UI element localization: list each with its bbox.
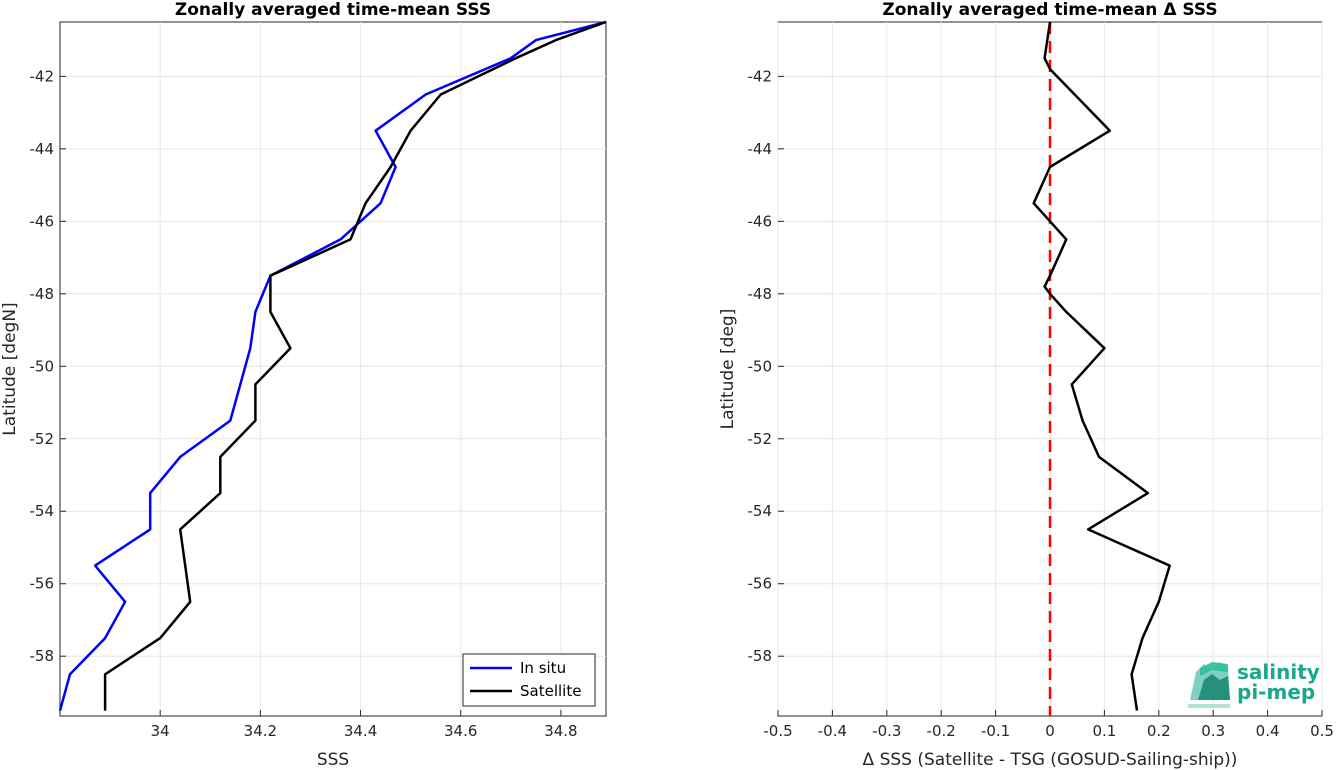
- y-tick-label: -42: [30, 67, 55, 85]
- y-tick-label: -50: [30, 357, 55, 375]
- left-x-axis-label: SSS: [317, 750, 349, 770]
- x-tick-label: 0.3: [1201, 722, 1225, 740]
- right-plot-panel: -0.5 -0.4 -0.3 -0.2 -0.1 0 0.1 0.2 0.3 0.4 0.5 -58…: [718, 0, 1334, 770]
- y-tick-label: -58: [748, 647, 773, 665]
- series-line-delta-sss: [1032, 21, 1171, 711]
- left-plot-frame: [59, 21, 607, 717]
- y-tick-label: -58: [30, 647, 55, 665]
- left-chart-title: Zonally averaged time-mean SSS: [175, 0, 491, 20]
- salinity-pi-mep-logo: salinity pi-mep: [1188, 660, 1320, 708]
- y-tick-label: -46: [30, 212, 55, 230]
- right-x-axis-label: Δ SSS (Satellite - TSG (GOSUD-Sailing-sh…: [863, 750, 1238, 770]
- x-tick-label: 0.4: [1256, 722, 1280, 740]
- legend-label-in-situ: In situ: [520, 659, 566, 677]
- y-tick-label: -48: [748, 285, 773, 303]
- left-y-tick-labels: -58 -56 -54 -52 -50 -48 -46 -44 -42: [30, 67, 55, 665]
- right-y-tick-labels: -58 -56 -54 -52 -50 -48 -46 -44 -42: [748, 67, 773, 665]
- x-tick-label: 34.8: [544, 722, 577, 740]
- right-grid: [777, 22, 1323, 716]
- x-tick-label: 34.2: [244, 722, 277, 740]
- left-plot-panel: 34 34.2 34.4 34.6 34.8 -58 -56 -54 -52 -50 -48 -46…: [0, 0, 607, 770]
- y-tick-label: -48: [30, 285, 55, 303]
- y-tick-label: -52: [748, 430, 773, 448]
- left-x-tick-labels: 34 34.2 34.4 34.6 34.8: [151, 722, 578, 740]
- series-line-in-situ: [58, 20, 607, 711]
- y-tick-label: -44: [30, 140, 55, 158]
- legend: In situ Satellite: [462, 653, 596, 707]
- y-tick-label: -56: [748, 575, 773, 593]
- x-tick-label: 34.6: [444, 722, 477, 740]
- left-grid: [60, 22, 606, 716]
- logo-text-pi-mep: pi-mep: [1237, 680, 1315, 704]
- legend-box: [462, 653, 596, 707]
- right-series-lines: [1032, 21, 1171, 716]
- y-tick-label: -54: [30, 502, 55, 520]
- left-series-lines: [58, 20, 607, 711]
- x-tick-label: 34: [151, 722, 170, 740]
- logo-wave-icon: [1188, 662, 1230, 708]
- x-tick-label: -0.5: [763, 722, 792, 740]
- x-tick-label: -0.3: [872, 722, 901, 740]
- x-tick-label: -0.2: [927, 722, 956, 740]
- y-tick-label: -56: [30, 575, 55, 593]
- right-x-tick-labels: -0.5 -0.4 -0.3 -0.2 -0.1 0 0.1 0.2 0.3 0.4 0.5: [763, 722, 1334, 740]
- y-tick-label: -42: [748, 67, 773, 85]
- x-tick-label: 0.5: [1310, 722, 1334, 740]
- logo-text-salinity: salinity: [1237, 660, 1320, 684]
- y-tick-label: -50: [748, 357, 773, 375]
- y-tick-label: -54: [748, 502, 773, 520]
- y-tick-label: -46: [748, 212, 773, 230]
- x-tick-label: 0.1: [1092, 722, 1116, 740]
- right-y-axis-label: Latitude [deg]: [718, 309, 738, 430]
- y-tick-label: -44: [748, 140, 773, 158]
- series-line-satellite: [103, 20, 607, 711]
- right-chart-title: Zonally averaged time-mean Δ SSS: [882, 0, 1217, 20]
- x-tick-label: -0.1: [981, 722, 1010, 740]
- y-tick-label: -52: [30, 430, 55, 448]
- x-tick-label: -0.4: [818, 722, 847, 740]
- left-y-axis-label: Latitude [degN]: [0, 302, 20, 435]
- legend-label-satellite: Satellite: [520, 682, 581, 700]
- x-tick-label: 34.4: [344, 722, 377, 740]
- x-tick-label: 0: [1045, 722, 1055, 740]
- x-tick-label: 0.2: [1147, 722, 1171, 740]
